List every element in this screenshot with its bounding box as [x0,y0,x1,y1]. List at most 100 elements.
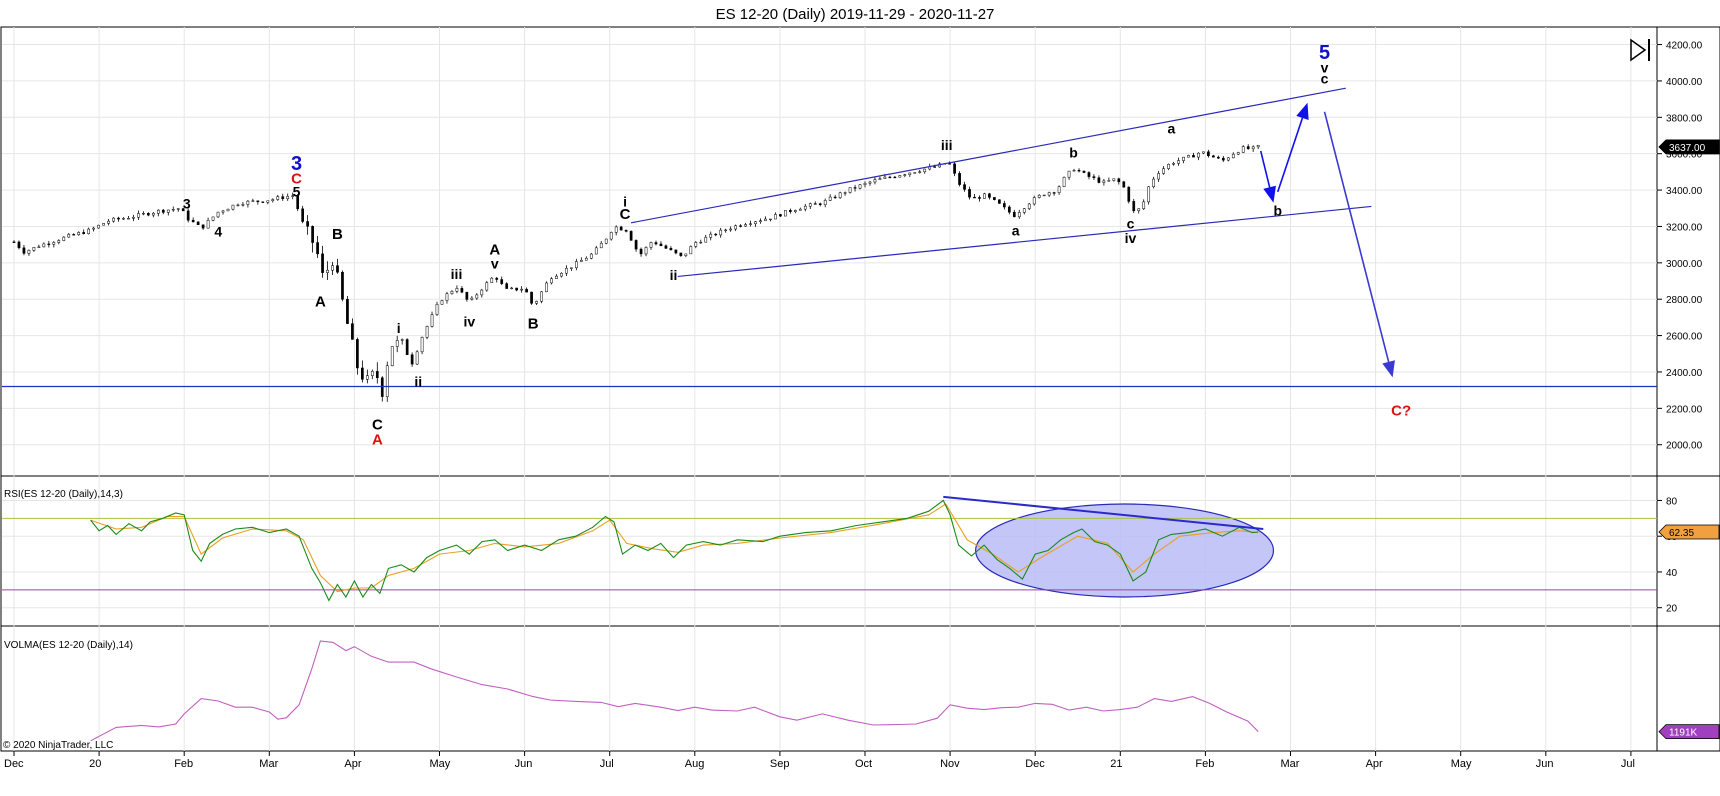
candle-body [848,187,852,193]
price-y-tick-label: 3200.00 [1666,222,1703,233]
candle-body [699,241,703,244]
rsi-last-value-tag: 62.35 [1658,524,1720,540]
candle-body [644,247,648,255]
axes: Dec 20 Feb Mar Apr May Jun Jul Aug Sep Oct Nov Dec 21… [4,41,1720,770]
candle-body [1127,186,1131,202]
candle-body [978,197,981,199]
price-y-tick-label: 4000.00 [1666,77,1703,88]
candle-body [22,247,26,254]
candle-body [1177,160,1180,164]
wave-label: iii [941,137,953,153]
wave-label: 3 [291,153,302,175]
rsi-divergence-line [943,495,1264,531]
x-tick-label: Feb [1195,758,1214,770]
candle-body [1256,145,1260,148]
candle-body [112,217,115,222]
x-tick-label: Jul [600,758,614,770]
candle-body [176,208,180,210]
candle-body [579,259,583,262]
price-y-tick-label: 2400.00 [1666,368,1703,379]
projection-arrow-line [1276,117,1304,193]
candle-body [1117,178,1121,183]
price-y-tick-label: 3400.00 [1666,186,1703,197]
candle-body [201,224,205,229]
wave-label: B [528,315,539,332]
projection-arrow-line [1323,111,1390,363]
wave-label: ii [670,267,678,283]
candle-body [560,272,563,277]
candle-body [62,236,66,241]
candle-body [1192,155,1195,158]
candle-body [166,209,170,213]
play-to-end-icon[interactable] [1630,38,1650,62]
candle-body [1132,201,1136,212]
price-y-tick-label: 4200.00 [1666,41,1703,52]
candle-body [1087,172,1091,177]
candle-body [1187,155,1190,158]
candle-body [415,351,419,365]
trend-channel-line [677,205,1372,278]
candle-body [913,172,917,174]
candle-body [1042,194,1046,197]
candle-body [998,199,1001,204]
candle-body [301,208,304,222]
candle-body [933,166,937,168]
candle-body [983,193,986,199]
candle-body [365,375,369,380]
candle-body [734,225,737,230]
candle-body [1226,157,1230,161]
candle-body [510,287,514,290]
candle-body [1107,180,1111,182]
candle-body [863,182,867,185]
candle-body [47,243,51,245]
candle-body [226,208,230,212]
volma-plot [90,640,1259,742]
rsi-y-tick-label: 80 [1666,496,1678,507]
candle-body [326,269,329,273]
candle-body [276,196,280,200]
candle-body [241,204,245,206]
x-tick-label: Mar [259,758,278,770]
candle-body [689,246,693,255]
candle-body [948,163,951,165]
candle-body [291,195,295,197]
volma-last-value-tag-bg [1658,724,1720,740]
wave-label: a [1012,223,1020,239]
wave-label: A [372,432,383,449]
x-tick-label: 20 [89,758,101,770]
x-tick-label: Apr [344,758,361,770]
wave-label: C [372,416,383,433]
volma-last-value-tag: 1191K [1658,724,1720,740]
volma-panel-label: VOLMA(ES 12-20 (Daily),14) [4,640,133,651]
rsi-last-value-tag-bg [1658,524,1720,540]
candle-body [624,229,628,232]
candle-body [575,261,578,269]
candle-body [828,196,832,201]
candle-body [475,294,479,299]
candle-body [599,242,603,249]
candle-body [1241,146,1245,153]
candle-body [17,241,21,249]
wave-label: v [491,255,499,271]
candle-body [664,245,668,249]
candle-body [898,175,902,178]
candle-body [336,265,339,273]
x-tick-label: Aug [685,758,705,770]
wave-label: C [291,171,302,188]
candle-body [311,226,314,243]
rsi-line [90,499,1259,602]
candle-body [147,213,150,216]
candle-body [749,223,752,225]
wave-label: i [397,320,401,336]
candle-body [281,196,285,200]
candle-body [316,242,319,255]
candle-body [669,248,673,251]
candle-body [390,346,394,366]
candle-body [67,234,71,238]
candle-body [206,220,210,229]
candle-body [191,219,195,223]
price-y-tick-label: 2000.00 [1666,441,1703,452]
candle-body [346,298,349,324]
candle-body [485,282,489,291]
